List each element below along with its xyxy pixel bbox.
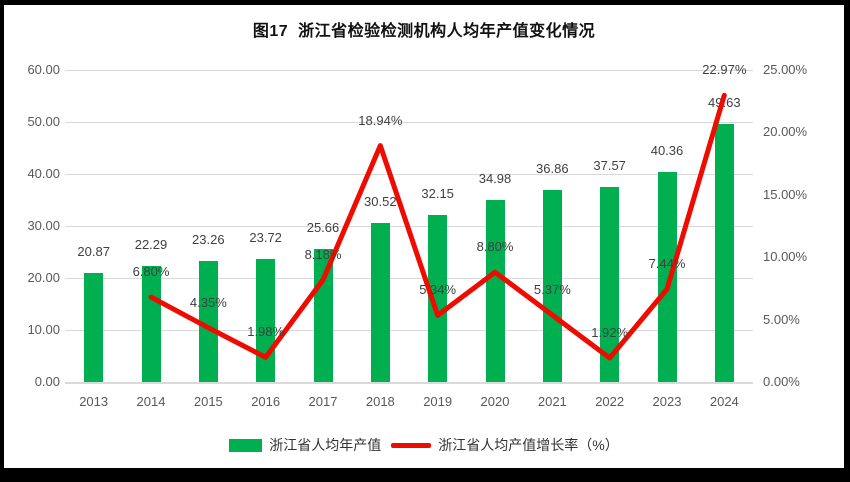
gridline (65, 173, 753, 175)
bar-2019 (428, 214, 448, 382)
bar-value-label: 30.52 (364, 194, 397, 210)
bar-value-label: 25.66 (306, 219, 340, 235)
y-axis-left-tick: 0.00 (34, 374, 60, 389)
y-axis-right-tick: 25.00% (763, 62, 808, 77)
x-axis-tick-2021: 2021 (537, 394, 567, 409)
bar-2021 (542, 190, 562, 382)
bar-2022 (600, 186, 620, 382)
legend-label-bar-series: 浙江省人均年产值 (269, 437, 382, 453)
gridline (65, 121, 753, 123)
x-axis-tick-2018: 2018 (365, 394, 395, 409)
bar-value-label: 32.15 (421, 185, 454, 201)
bar-value-label: 34.98 (478, 171, 512, 187)
x-axis-tick-2024: 2024 (709, 394, 739, 409)
bar-value-label: 36.86 (536, 161, 569, 177)
bar-2017 (313, 248, 333, 382)
y-axis-right-tick: 10.00% (763, 249, 808, 265)
line-series-swatch-icon (391, 442, 432, 448)
bar-2023 (657, 172, 677, 382)
y-axis-left-tick: 50.00 (27, 114, 60, 129)
bar-value-label: 23.26 (192, 232, 225, 248)
growth-rate-line (148, 92, 727, 361)
y-axis-right-tick: 20.00% (763, 124, 808, 140)
x-axis-tick-2014: 2014 (136, 394, 166, 409)
line-value-label: 7.44% (648, 256, 686, 272)
gridline (65, 69, 753, 71)
y-axis-left-tick: 40.00 (27, 166, 60, 181)
y-axis-left-tick: 10.00 (27, 322, 60, 337)
x-axis-tick-2019: 2019 (423, 394, 453, 409)
x-axis-tick-2022: 2022 (595, 394, 625, 409)
legend-item-bar-series: 浙江省人均年产值 (229, 435, 381, 455)
bar-value-label: 22.29 (134, 237, 168, 253)
x-axis-tick-2015: 2015 (193, 394, 223, 409)
line-value-label: 1.92% (591, 325, 629, 341)
plot-area: 20.87 22.29 23.26 23.72 25.66 30.52 32.15 34.98… (65, 62, 753, 384)
y-axis-left-tick: 60.00 (27, 62, 60, 77)
bar-value-label: 40.36 (650, 143, 684, 159)
x-axis-tick-2023: 2023 (652, 394, 682, 409)
bar-2013 (84, 273, 104, 382)
y-axis-right-tick: 15.00% (763, 186, 808, 202)
x-axis-tick-2016: 2016 (251, 394, 281, 409)
gridline (65, 277, 753, 279)
bar-value-label: 37.57 (593, 157, 626, 173)
bar-value-label: 20.87 (77, 244, 110, 260)
line-value-label: 1.98% (247, 324, 285, 340)
legend-item-line-series: 浙江省人均产值增长率（%） (391, 435, 619, 455)
y-axis-right-tick: 0.00% (763, 374, 800, 389)
legend-label-line-series: 浙江省人均产值增长率（%） (438, 437, 619, 453)
chart-title: 图17 浙江省检验检测机构人均年产值变化情况 (252, 23, 596, 40)
line-value-label: 22.97% (702, 62, 747, 78)
x-axis-tick-2020: 2020 (480, 394, 510, 409)
legend: 浙江省人均年产值 浙江省人均产值增长率（%） (4, 435, 844, 455)
bar-value-label: 23.72 (249, 229, 282, 245)
chart-canvas: 图17 浙江省检验检测机构人均年产值变化情况 20.87 22.29 23.26 23… (4, 5, 844, 468)
y-axis-left-tick: 20.00 (27, 270, 60, 285)
line-value-label: 8.18% (304, 246, 342, 262)
line-value-label: 4.35% (189, 294, 227, 310)
x-axis-tick-2013: 2013 (79, 394, 109, 409)
line-value-label: 18.94% (358, 112, 403, 128)
bar-2020 (485, 200, 505, 382)
line-value-label: 6.80% (132, 264, 170, 280)
bar-2014 (141, 266, 161, 382)
y-axis-left-tick: 30.00 (27, 218, 60, 233)
line-value-label: 5.34% (419, 282, 457, 298)
line-value-label: 8.80% (476, 239, 514, 255)
gridline (65, 382, 753, 384)
line-value-label: 5.37% (533, 281, 571, 297)
y-axis-right-tick: 5.00% (763, 311, 800, 327)
bar-series-swatch-icon (229, 438, 263, 452)
bar-2024 (714, 123, 734, 382)
x-axis-tick-2017: 2017 (308, 394, 338, 409)
bar-2018 (370, 223, 390, 382)
gridline (65, 329, 753, 331)
bar-2015 (198, 261, 218, 382)
